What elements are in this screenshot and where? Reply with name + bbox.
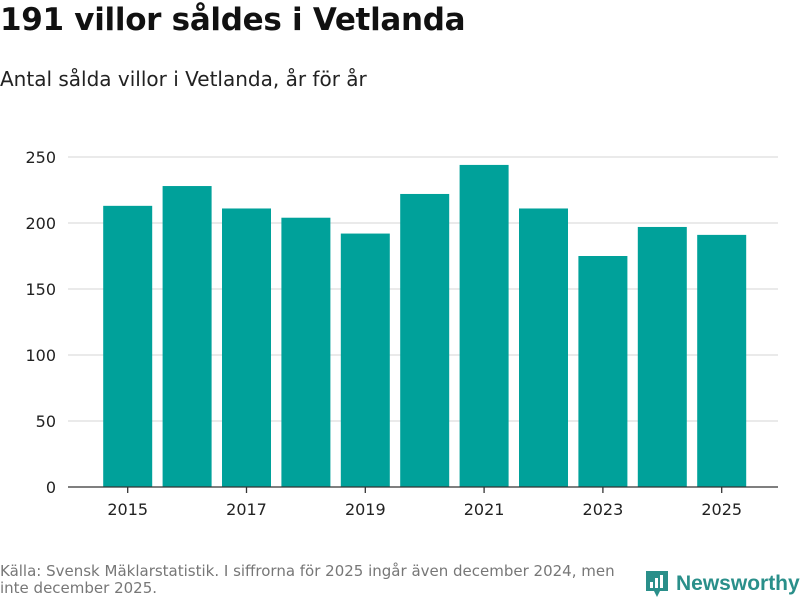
y-tick-label: 50: [36, 412, 56, 431]
x-tick-label: 2023: [583, 500, 624, 519]
bar-2021: [459, 164, 509, 488]
bar-2020: [400, 193, 450, 487]
brand-name: Newsworthy: [676, 572, 800, 595]
x-tick-label: 2017: [226, 500, 267, 519]
bar-2017: [222, 208, 271, 488]
source-note: Källa: Svensk Mäklarstatistik. I siffror…: [0, 562, 615, 597]
y-tick-label: 0: [46, 478, 56, 497]
bar-2018: [281, 217, 331, 487]
y-tick-label: 200: [25, 214, 56, 233]
y-tick-label: 250: [25, 148, 56, 167]
axes: 0 50 100 150 200 250 2015 2017 2019 2021 2023 2025: [25, 148, 778, 519]
x-tick-label: 2021: [464, 500, 505, 519]
bar-chart: 0 50 100 150 200 250 2015 2017 2019 2021 2023 2025: [25, 148, 778, 519]
bar-2015: [103, 205, 153, 487]
bar-2023: [578, 256, 628, 487]
chart-subtitle: Antal sålda villor i Vetlanda, år för år: [0, 67, 367, 91]
y-tick-label: 100: [25, 346, 56, 365]
x-tick-label: 2015: [107, 500, 148, 519]
brand-logo: Newsworthy: [644, 569, 800, 599]
x-tick-label: 2019: [345, 500, 386, 519]
bar-2024: [637, 226, 687, 487]
chart-title: 191 villor såldes i Vetlanda: [0, 2, 466, 38]
bar-2025: [697, 234, 747, 487]
x-tick-label: 2025: [701, 500, 742, 519]
y-tick-label: 150: [25, 280, 56, 299]
bar-2019: [340, 233, 390, 487]
bar-2022: [519, 208, 568, 488]
bars: [103, 164, 747, 488]
bar-2016: [162, 186, 212, 488]
newsworthy-icon: [646, 571, 668, 597]
